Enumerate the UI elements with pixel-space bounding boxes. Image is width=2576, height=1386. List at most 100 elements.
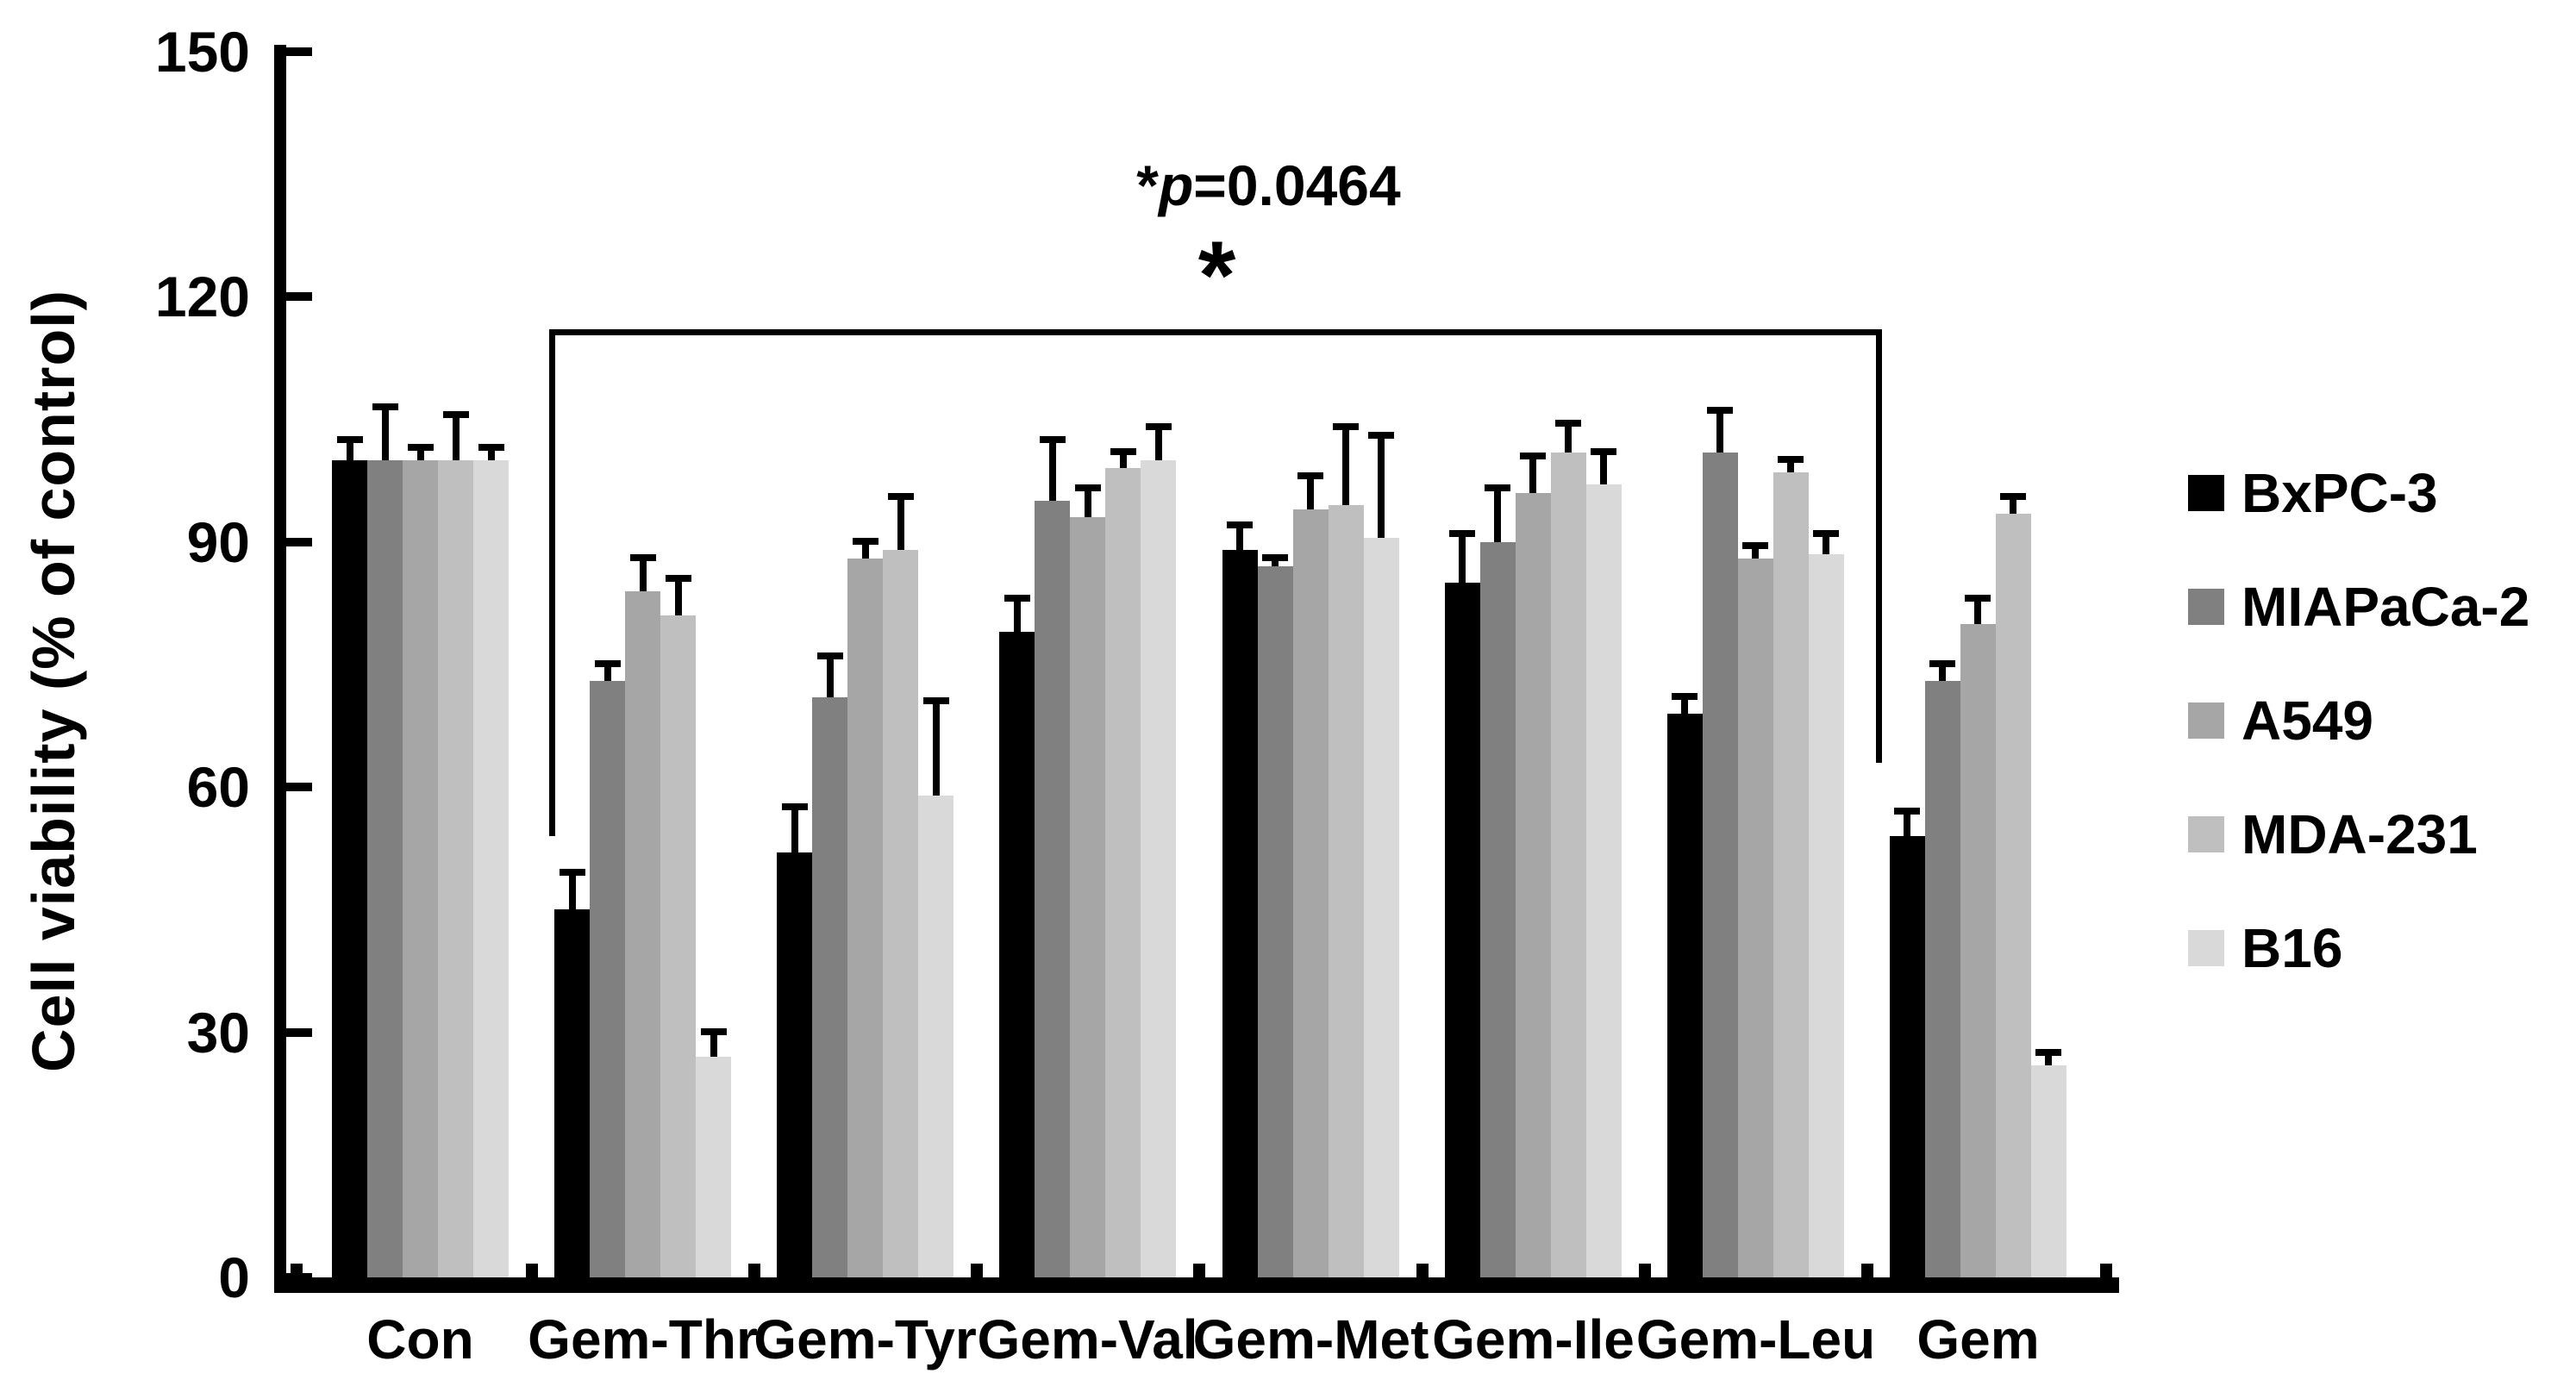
bar-miapaca-2-gem-leu <box>1702 407 1738 1277</box>
bar-group-gem-leu <box>1666 407 1844 1277</box>
error-bar-cap <box>922 696 949 704</box>
error-bar-cap <box>781 803 808 811</box>
error-bar-cap <box>1074 484 1101 492</box>
y-axis-title: Cell viability (% of control) <box>20 290 87 1072</box>
legend-item-miapaca-2: MIAPaCa-2 <box>2188 579 2529 634</box>
y-tick-mark <box>286 1027 312 1037</box>
x-boundary-tick <box>2100 1264 2112 1277</box>
error-bar-cap <box>478 444 504 452</box>
x-boundary-tick <box>970 1264 983 1277</box>
x-axis-label-gem-leu: Gem-Leu <box>1635 1308 1876 1370</box>
bar-mda-231-gem-ile <box>1550 419 1586 1277</box>
legend-swatch <box>2188 930 2224 966</box>
significance-bracket-line <box>549 329 1882 336</box>
error-bar-cap <box>1110 447 1136 455</box>
x-axis-label-gem-val: Gem-Val <box>977 1308 1198 1370</box>
bar-mda-231-gem <box>1995 492 2031 1277</box>
bar-b16-gem-ile <box>1585 447 1622 1277</box>
x-boundary-tick <box>747 1264 760 1277</box>
bar-a549-gem-met <box>1292 472 1329 1277</box>
error-bar <box>2035 1048 2062 1065</box>
error-bar <box>559 869 585 910</box>
bar-a549-gem-ile <box>1515 452 1551 1277</box>
bar-b16-gem-met <box>1363 431 1399 1277</box>
bar-bxpc-3-gem-thr <box>554 869 591 1277</box>
significance-asterisk: * <box>1197 222 1236 330</box>
error-bar-cap <box>1672 693 1698 701</box>
x-boundary-tick <box>1860 1264 1873 1277</box>
error-bar <box>1368 431 1395 539</box>
error-bar-cap <box>1929 660 1956 668</box>
error-bar <box>1297 472 1324 509</box>
error-bar <box>1520 452 1547 493</box>
legend-label: A549 <box>2241 690 2373 752</box>
bar-mda-231-gem-leu <box>1773 456 1809 1277</box>
error-bar-cap <box>1742 541 1769 549</box>
error-bar-cap <box>1485 484 1511 492</box>
error-bar <box>478 444 504 460</box>
error-bar-cap <box>1520 452 1547 459</box>
bar-b16-gem-val <box>1141 423 1177 1277</box>
error-bar-cap <box>1965 595 1991 602</box>
x-axis-label-con: Con <box>366 1308 474 1370</box>
bar-a549-gem <box>1960 595 1996 1277</box>
legend-swatch <box>2188 589 2224 625</box>
bar-bxpc-3-gem-ile <box>1444 529 1480 1277</box>
x-boundary-tick <box>1638 1264 1651 1277</box>
error-bar <box>816 652 843 697</box>
error-bar <box>372 403 398 460</box>
error-bar <box>1227 521 1254 551</box>
error-bar-cap <box>665 574 691 582</box>
bar-bxpc-3-gem-met <box>1222 521 1258 1277</box>
error-bar <box>1707 407 1734 453</box>
x-axis-label-gem-tyr: Gem-Tyr <box>753 1308 977 1370</box>
p-value-symbol: p <box>1158 153 1194 217</box>
bar-bxpc-3-gem <box>1889 807 1925 1277</box>
error-bar-cap <box>594 660 621 668</box>
error-bar-cap <box>1004 595 1030 602</box>
error-bar <box>594 660 621 681</box>
error-bar <box>1894 807 1921 837</box>
legend-label: MDA-231 <box>2241 803 2478 865</box>
error-bar-cap <box>559 869 585 877</box>
y-tick-mark <box>286 292 312 302</box>
bar-b16-gem-tyr <box>918 696 954 1277</box>
error-bar <box>700 1027 727 1058</box>
error-bar <box>442 411 469 460</box>
x-axis-label-gem: Gem <box>1916 1308 2040 1370</box>
error-bar <box>1929 660 1956 681</box>
bar-miapaca-2-con <box>367 403 403 1277</box>
error-bar-cap <box>1778 456 1804 464</box>
error-bar <box>1449 529 1476 584</box>
error-bar <box>1110 447 1136 469</box>
bar-a549-gem-thr <box>625 554 661 1277</box>
error-bar-cap <box>887 492 914 500</box>
y-tick-mark <box>286 47 312 56</box>
error-bar-cap <box>1145 423 1172 431</box>
bar-mda-231-gem-val <box>1105 447 1141 1277</box>
bar-miapaca-2-gem-tyr <box>812 652 848 1277</box>
bar-miapaca-2-gem-met <box>1257 554 1293 1277</box>
error-bar-cap <box>2035 1048 2062 1056</box>
error-bar <box>2000 492 2027 514</box>
bar-bxpc-3-gem-tyr <box>777 803 813 1277</box>
error-bar-cap <box>629 554 656 562</box>
error-bar <box>1004 595 1030 633</box>
bar-mda-231-gem-thr <box>660 574 697 1277</box>
x-axis-label-gem-met: Gem-Met <box>1192 1308 1429 1370</box>
y-tick-mark <box>286 783 312 792</box>
error-bar <box>1742 541 1769 559</box>
error-bar-cap <box>816 652 843 659</box>
error-bar <box>1074 484 1101 518</box>
p-value-annotation: *p=0.0464 <box>1136 157 1400 214</box>
x-boundary-tick <box>291 1264 303 1277</box>
error-bar-cap <box>1039 435 1066 443</box>
legend-swatch <box>2188 702 2224 739</box>
error-bar <box>1333 423 1360 506</box>
error-bar-cap <box>2000 492 2027 500</box>
error-bar <box>1965 595 1991 624</box>
error-bar <box>1555 419 1582 453</box>
y-tick-label: 90 <box>186 509 250 574</box>
bar-group-gem-val <box>999 423 1177 1277</box>
bar-mda-231-gem-met <box>1328 423 1364 1277</box>
